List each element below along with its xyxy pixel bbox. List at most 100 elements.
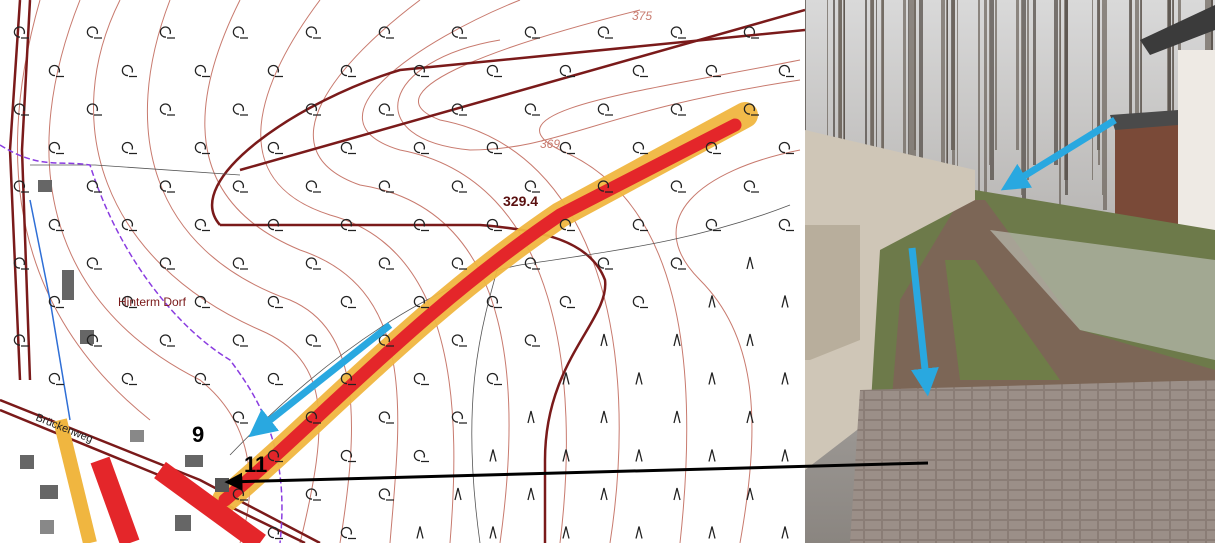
deciduous-symbol: [159, 334, 175, 347]
deciduous-symbol: [86, 257, 102, 270]
flow-path: [53, 102, 758, 543]
deciduous-symbol: [451, 411, 467, 424]
deciduous-symbol: [486, 64, 502, 78]
point-label: 11: [244, 452, 267, 477]
conifer-symbol: [746, 410, 754, 424]
deciduous-symbol: [340, 526, 356, 540]
contour-label: 369: [540, 137, 560, 151]
deciduous-symbol: [340, 372, 356, 386]
deciduous-symbol: [232, 180, 248, 193]
deciduous-symbol: [194, 295, 210, 309]
deciduous-symbol: [413, 372, 429, 386]
deciduous-symbol: [86, 26, 102, 39]
deciduous-symbol: [597, 26, 613, 39]
deciduous-symbol: [121, 141, 137, 155]
tree-trunk: [1060, 0, 1061, 150]
cobblestones: [850, 380, 1215, 543]
deciduous-symbol: [486, 218, 502, 232]
conifer-symbol: [562, 449, 570, 462]
tree-trunk: [1130, 0, 1132, 195]
deciduous-symbol: [559, 218, 575, 232]
deciduous-symbol: [743, 180, 759, 193]
tree-trunk: [1054, 0, 1058, 165]
deciduous-symbol: [267, 218, 283, 232]
conifer-symbol: [746, 333, 754, 347]
deciduous-symbol: [451, 26, 467, 39]
deciduous-symbol: [597, 103, 613, 116]
deciduous-symbol: [340, 449, 356, 463]
deciduous-symbol: [413, 218, 429, 232]
deciduous-symbol: [48, 141, 64, 155]
flow-arrow: [1000, 117, 1117, 191]
tree-trunk: [1135, 0, 1139, 165]
deciduous-symbol: [305, 26, 321, 39]
conifer-symbol: [781, 526, 789, 539]
conifer-symbol: [635, 526, 643, 539]
deciduous-symbol: [486, 141, 502, 155]
tree-trunk: [1103, 0, 1107, 210]
paths: [0, 144, 791, 543]
deciduous-symbol: [413, 449, 429, 463]
deciduous-symbol: [597, 180, 613, 193]
tree-trunk: [903, 0, 906, 195]
tree-trunk: [1065, 0, 1068, 195]
deciduous-symbol: [378, 180, 394, 193]
tree-trunk: [919, 0, 923, 195]
deciduous-symbol: [524, 180, 540, 193]
deciduous-symbol: [778, 141, 794, 155]
conifer-symbol: [673, 487, 681, 501]
field-photo: [805, 0, 1215, 543]
deciduous-symbol: [267, 372, 283, 386]
deciduous-symbol: [194, 64, 210, 78]
deciduous-symbol: [340, 64, 356, 78]
deciduous-symbol: [13, 26, 29, 39]
deciduous-symbol: [670, 257, 686, 270]
deciduous-symbol: [524, 103, 540, 116]
deciduous-symbol: [486, 295, 502, 309]
conifer-symbol: [746, 487, 754, 501]
deciduous-symbol: [340, 218, 356, 232]
deciduous-symbol: [743, 103, 759, 116]
conifer-symbol: [562, 526, 570, 539]
point-label: 9: [192, 422, 204, 447]
deciduous-symbol: [524, 257, 540, 270]
conifer-symbol: [708, 449, 716, 462]
tree-trunk: [833, 0, 835, 150]
deciduous-symbol: [632, 141, 648, 155]
elevation-label: 329.4: [503, 193, 538, 209]
tree-trunk: [1102, 0, 1103, 195]
snow-bank: [990, 230, 1215, 360]
tree-trunk: [1098, 0, 1100, 165]
deciduous-symbol: [486, 372, 502, 386]
conifer-symbol: [527, 410, 535, 424]
deciduous-symbol: [378, 257, 394, 270]
flow-arrow: [908, 247, 939, 397]
tree-trunk: [1027, 0, 1029, 180]
conifer-symbol: [600, 410, 608, 424]
tree-trunk: [984, 0, 987, 195]
deciduous-symbol: [632, 64, 648, 78]
deciduous-symbol: [378, 26, 394, 39]
wall-pillar: [805, 225, 860, 360]
deciduous-symbol: [121, 372, 137, 386]
deciduous-symbol: [705, 64, 721, 78]
deciduous-symbol: [340, 141, 356, 155]
deciduous-symbol: [13, 257, 29, 270]
deciduous-symbol: [267, 526, 283, 540]
buildings: [20, 180, 229, 534]
tree-trunk: [1022, 0, 1026, 210]
tree-trunk: [871, 0, 874, 165]
deciduous-symbol: [524, 334, 540, 347]
tree-trunk: [1033, 0, 1036, 165]
tree-trunk: [1092, 0, 1093, 180]
deciduous-symbol: [159, 26, 175, 39]
deciduous-symbol: [670, 26, 686, 39]
deciduous-symbol: [378, 103, 394, 116]
deciduous-symbol: [267, 64, 283, 78]
deciduous-symbol: [559, 141, 575, 155]
garden-wall: [805, 130, 975, 470]
conifer-symbol: [781, 372, 789, 385]
deciduous-symbol: [778, 218, 794, 232]
deciduous-symbol: [267, 141, 283, 155]
